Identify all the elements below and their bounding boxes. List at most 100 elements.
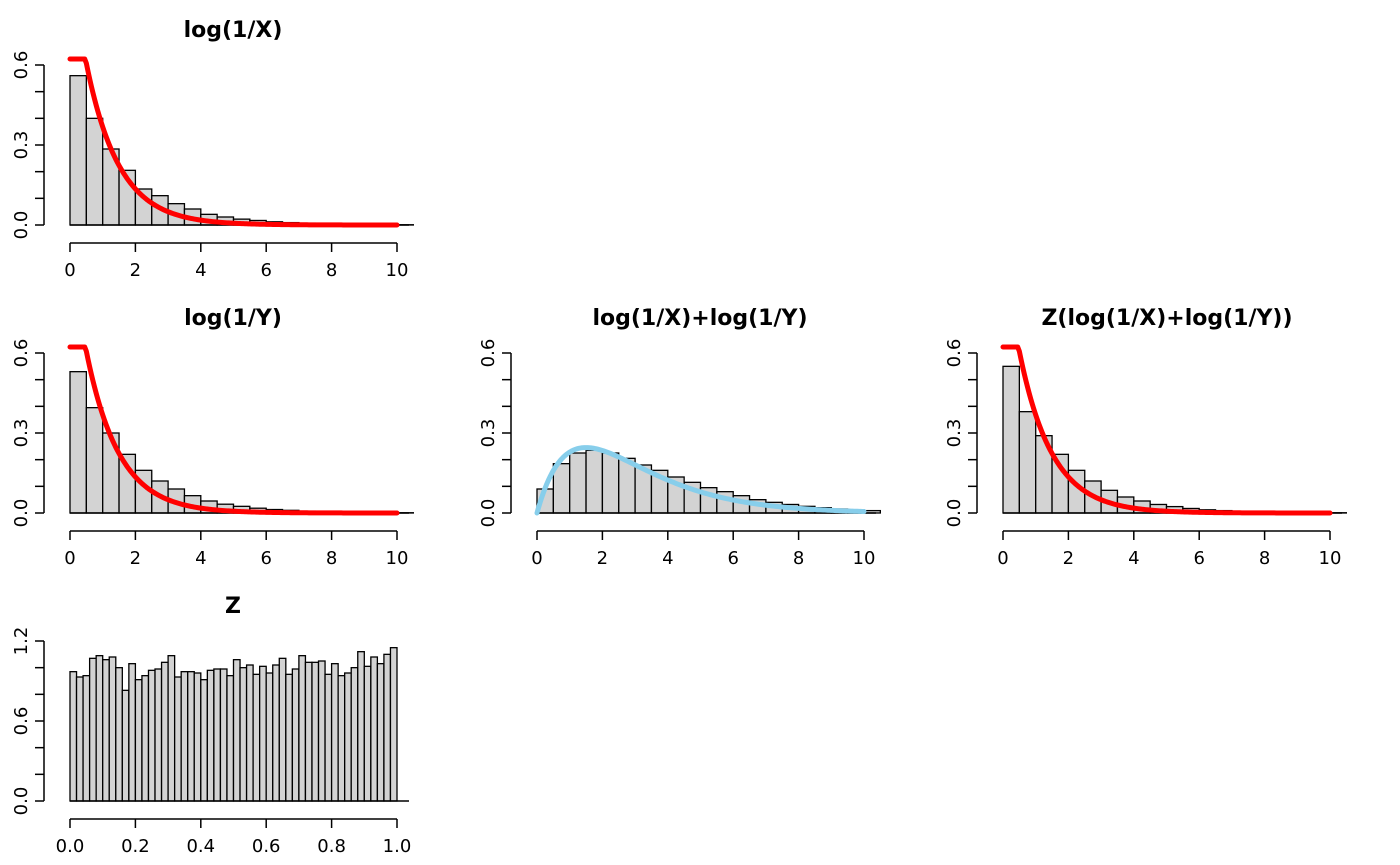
histogram-bar <box>317 660 326 802</box>
x-tick-label: 6 <box>260 548 271 569</box>
histogram-bar <box>330 663 339 802</box>
histogram-bar <box>88 657 97 802</box>
histogram-bar <box>115 667 123 802</box>
histogram-bar <box>180 671 189 802</box>
panel-log-inv-y: log(1/Y) 0 2 4 6 8 10 0.0 0.3 0.6 <box>11 306 415 569</box>
histogram-bar <box>69 371 88 514</box>
x-tick-label: 8 <box>793 548 804 569</box>
x-tick-label: 2 <box>130 548 141 569</box>
histogram-bar <box>121 689 130 802</box>
histogram-bar <box>226 675 235 802</box>
histogram-bar <box>160 661 169 802</box>
histogram-bar <box>219 668 228 802</box>
histogram-bar <box>337 675 346 802</box>
histogram-bar <box>232 659 241 802</box>
histogram-bar <box>213 668 222 802</box>
panel-title: log(1/Y) <box>184 306 282 331</box>
density-curve <box>67 344 400 516</box>
x-tick-label: 8 <box>1259 548 1270 569</box>
histogram-bar <box>1002 365 1021 514</box>
histogram-bar <box>357 651 365 802</box>
histogram-bar <box>1018 411 1037 514</box>
histogram-bar <box>363 665 372 802</box>
panel-log-inv-x: log(1/X) 0 2 4 6 8 10 0.0 0.3 0.6 <box>11 18 415 281</box>
x-tick-label: 0.2 <box>121 836 150 857</box>
plot-area: 0 2 4 6 8 10 0.0 0.3 0.6 <box>944 339 1348 569</box>
x-tick-label: 2 <box>597 548 608 569</box>
y-tick-label: 0.6 <box>11 51 32 80</box>
histogram-bar <box>95 655 104 802</box>
plot-area: 0.0 0.2 0.4 0.6 0.8 1.0 0.0 0.6 1.2 <box>11 627 411 857</box>
x-tick-label: 4 <box>195 260 206 281</box>
histogram-bar <box>141 675 150 802</box>
x-tick-label: 10 <box>386 260 409 281</box>
x-tick-label: 10 <box>386 548 409 569</box>
x-tick-label: 0 <box>531 548 542 569</box>
histogram-bar <box>206 669 215 802</box>
histogram-bar <box>376 663 385 802</box>
histogram-bar <box>259 665 267 802</box>
x-tick-label: 2 <box>130 260 141 281</box>
histogram-bar <box>154 668 163 802</box>
histogram-bar <box>245 664 254 802</box>
plot-area: 0 2 4 6 8 10 0.0 0.3 0.6 <box>11 339 415 569</box>
x-tick-label: 6 <box>260 260 271 281</box>
plot-area: 0 2 4 6 8 10 0.0 0.3 0.6 <box>11 51 415 281</box>
panel-sum-logs: log(1/X)+log(1/Y) 0 2 4 6 8 10 0.0 0.3 0.6 <box>478 306 882 569</box>
y-tick-label: 0.0 <box>478 499 499 528</box>
histogram-bar <box>134 679 143 802</box>
histogram-bar <box>585 449 604 514</box>
histogram-bar <box>569 452 587 514</box>
histogram-bar <box>252 673 261 802</box>
histogram-bar <box>239 667 248 802</box>
y-tick-label: 1.2 <box>11 627 32 656</box>
histogram-bar <box>601 452 620 514</box>
x-tick-label: 10 <box>1319 548 1342 569</box>
y-tick-label: 0.3 <box>11 131 32 160</box>
histogram-bar <box>187 671 195 802</box>
x-tick-label: 4 <box>1128 548 1139 569</box>
density-curve <box>534 445 867 516</box>
histogram-bar <box>200 679 208 802</box>
histogram-bar <box>285 673 294 802</box>
histogram-bar <box>383 653 392 802</box>
histogram-bar <box>82 675 91 802</box>
panel-z-transformed-sum: Z(log(1/X)+log(1/Y)) 0 2 4 6 8 10 0.0 0.3 0.6 <box>944 306 1348 569</box>
histogram-bar <box>128 663 137 802</box>
x-tick-label: 2 <box>1063 548 1074 569</box>
x-tick-label: 0 <box>64 548 75 569</box>
y-tick-label: 0.3 <box>478 419 499 448</box>
x-tick-label: 8 <box>326 260 337 281</box>
y-tick-label: 0.6 <box>11 707 32 736</box>
histogram-bar <box>389 647 398 802</box>
histogram-bar <box>311 661 320 802</box>
y-tick-label: 0.3 <box>11 419 32 448</box>
histogram-bar <box>350 667 359 802</box>
histogram-bars <box>69 647 398 802</box>
y-tick-label: 0.0 <box>944 499 965 528</box>
y-tick-label: 0.6 <box>478 339 499 368</box>
x-tick-label: 6 <box>727 548 738 569</box>
x-tick-label: 10 <box>853 548 876 569</box>
histogram-bar <box>75 676 84 802</box>
panel-z: Z 0.0 0.2 0.4 0.6 0.8 1.0 0.0 0.6 1.2 <box>11 594 411 857</box>
histogram-bar <box>304 661 313 802</box>
histogram-bar <box>370 656 379 802</box>
y-tick-label: 0.0 <box>11 499 32 528</box>
histogram-bar <box>69 75 88 226</box>
x-tick-label: 0.6 <box>252 836 281 857</box>
plot-area: 0 2 4 6 8 10 0.0 0.3 0.6 <box>478 339 882 569</box>
density-curve <box>1000 344 1333 516</box>
panel-title: log(1/X)+log(1/Y) <box>592 306 807 331</box>
x-tick-label: 1.0 <box>383 836 412 857</box>
x-tick-label: 0 <box>64 260 75 281</box>
histogram-bar <box>173 676 182 802</box>
histogram-bar <box>108 656 117 802</box>
histogram-bar <box>85 407 104 514</box>
x-tick-label: 6 <box>1193 548 1204 569</box>
panel-title: log(1/X) <box>184 18 283 43</box>
panel-title: Z <box>225 594 241 619</box>
histogram-bar <box>272 664 280 802</box>
x-tick-label: 0.0 <box>56 836 85 857</box>
